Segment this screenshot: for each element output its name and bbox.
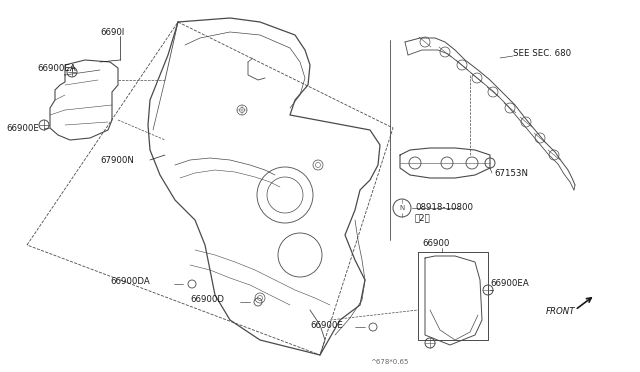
Text: N: N <box>399 205 404 211</box>
Text: 66900D: 66900D <box>190 295 224 305</box>
Text: SEE SEC. 680: SEE SEC. 680 <box>513 48 571 58</box>
Text: ^678*0.65: ^678*0.65 <box>370 359 408 365</box>
Text: 67900N: 67900N <box>100 155 134 164</box>
Text: 66900E: 66900E <box>6 124 39 132</box>
Text: 66900E: 66900E <box>310 321 343 330</box>
Text: 66900EA: 66900EA <box>490 279 529 289</box>
Text: 67153N: 67153N <box>494 169 528 177</box>
Text: 66900: 66900 <box>422 238 449 247</box>
Text: FRONT: FRONT <box>546 308 575 317</box>
Text: 66900EA: 66900EA <box>37 64 76 73</box>
Text: 66900DA: 66900DA <box>110 278 150 286</box>
Text: 6690l: 6690l <box>100 28 124 36</box>
Text: （2）: （2） <box>415 214 431 222</box>
Text: 08918-10800: 08918-10800 <box>415 202 473 212</box>
